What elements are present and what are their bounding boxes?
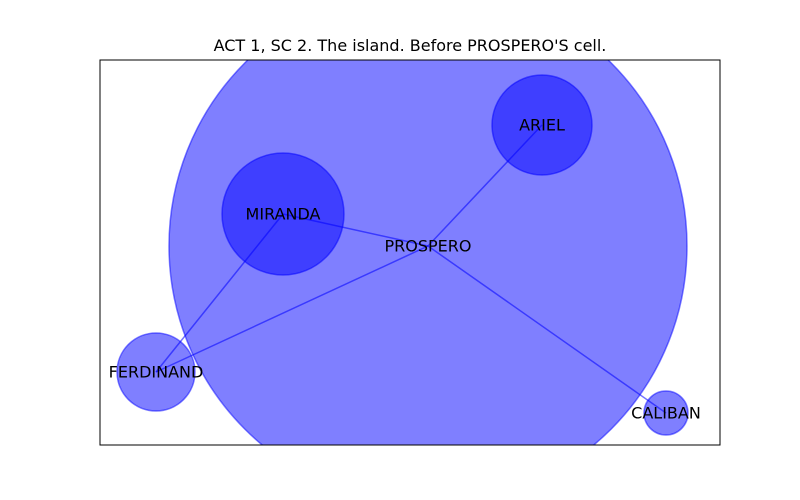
node-label-miranda: MIRANDA bbox=[246, 205, 321, 224]
diagram-title: ACT 1, SC 2. The island. Before PROSPERO… bbox=[213, 36, 607, 55]
edge-prospero-ariel bbox=[427, 124, 543, 247]
edge-prospero-ferdinand bbox=[155, 245, 429, 373]
edge-miranda-ferdinand bbox=[155, 213, 284, 373]
node-label-caliban: CALIBAN bbox=[631, 404, 701, 423]
edge-prospero-miranda bbox=[282, 213, 429, 247]
edge-prospero-caliban bbox=[427, 245, 667, 414]
node-label-prospero: PROSPERO bbox=[385, 237, 472, 256]
node-label-ferdinand: FERDINAND bbox=[109, 363, 204, 382]
node-label-ariel: ARIEL bbox=[519, 116, 565, 135]
plot-frame bbox=[99, 59, 721, 446]
